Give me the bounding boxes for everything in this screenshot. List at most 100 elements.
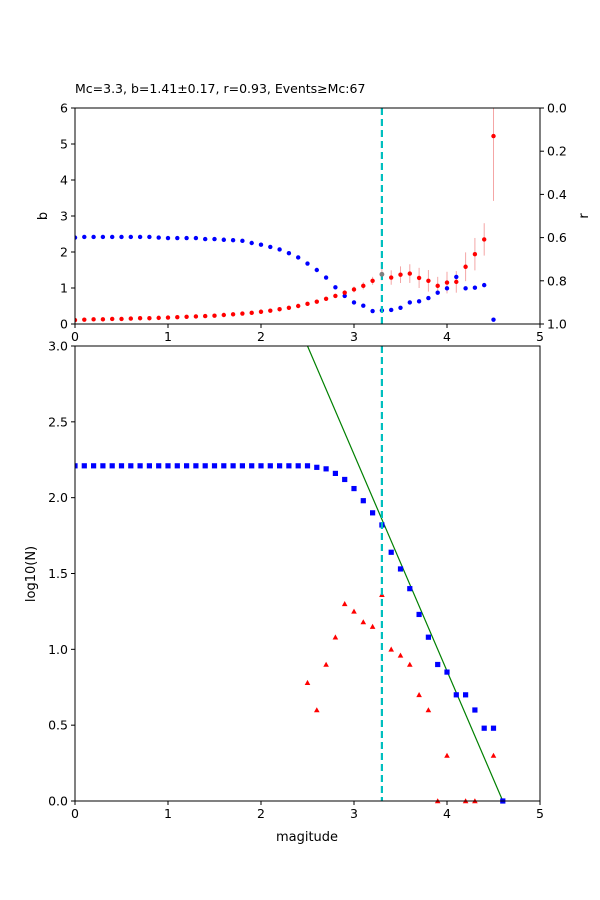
b-value-point: [137, 316, 143, 321]
b-value-point: [82, 317, 87, 322]
cumulative-point: [75, 463, 78, 469]
top-mc-marker: [379, 271, 385, 277]
b-value-point: [193, 314, 199, 319]
r-point: [165, 235, 171, 241]
b-value-point: [342, 290, 347, 295]
r-point: [351, 300, 357, 305]
bottom-xlabel: magitude: [276, 830, 338, 845]
b-value-point: [305, 301, 310, 307]
noncumulative-point: [490, 752, 497, 758]
cumulative-point: [156, 463, 162, 469]
r-point: [184, 235, 189, 241]
b-value-point: [435, 283, 440, 289]
b-value-point: [426, 278, 431, 283]
r-point: [203, 236, 208, 242]
top-xtick-label: 3: [350, 329, 358, 344]
r-point: [361, 303, 366, 308]
top-xtick-label: 1: [164, 329, 172, 344]
top-xtick-label: 2: [257, 329, 265, 344]
cumulative-point: [258, 463, 264, 469]
r-point: [342, 293, 347, 299]
r-point: [491, 317, 496, 322]
b-value-point: [221, 312, 226, 318]
noncumulative-point: [397, 652, 404, 658]
bottom-panel: log10(N) magitude 0 1 2 3 4 5 0.0 0.5 1.0 1.5 2.0 2…: [24, 339, 544, 846]
b-value-point: [482, 237, 487, 242]
b-value-point: [389, 275, 394, 280]
cumulative-point: [407, 586, 413, 592]
top-ytick-label: 0: [60, 317, 68, 332]
b-value-point: [333, 293, 338, 299]
cumulative-point: [81, 463, 87, 469]
noncumulative-point: [341, 601, 348, 607]
r-point: [314, 267, 319, 273]
b-value-point: [463, 264, 468, 269]
cumulative-point: [323, 466, 329, 472]
top-y2label: r: [577, 213, 592, 219]
cumulative-point: [91, 463, 97, 469]
noncumulative-point: [304, 679, 311, 685]
b-value-point: [203, 313, 208, 319]
r-point: [221, 237, 226, 242]
b-value-point: [351, 287, 357, 292]
cumulative-point: [221, 463, 227, 469]
top-xtick-label: 4: [443, 329, 451, 344]
cumulative-point: [463, 692, 469, 698]
top-y2tick-label: 0.4: [547, 187, 567, 202]
cumulative-point: [202, 463, 208, 469]
top-marks: [75, 108, 496, 323]
cumulative-point: [249, 463, 255, 469]
noncumulative-point: [369, 623, 376, 629]
top-ytick-label: 5: [60, 137, 68, 152]
r-point: [305, 261, 310, 266]
b-value-point: [472, 251, 478, 257]
b-value-point: [407, 271, 412, 276]
r-point: [119, 234, 124, 240]
b-value-point: [240, 311, 245, 316]
cumulative-point: [453, 692, 459, 698]
cumulative-point: [314, 464, 320, 470]
r-point: [416, 299, 422, 304]
b-value-point: [361, 283, 366, 289]
cumulative-point: [370, 510, 376, 516]
b-value-point: [212, 313, 217, 318]
bottom-frame: [74, 345, 541, 802]
cumulative-point: [211, 463, 218, 469]
bottom-xtick-label: 0: [71, 806, 79, 821]
bottom-ytick-label: 2.5: [48, 414, 68, 429]
r-point: [389, 307, 394, 313]
b-value-point: [444, 280, 450, 285]
cumulative-point: [397, 566, 404, 572]
r-point: [100, 234, 106, 240]
noncumulative-point: [416, 692, 422, 698]
top-y2tick-label: 0.0: [547, 101, 567, 116]
top-title: Mc=3.3, b=1.41±0.17, r=0.93, Events≥Mc:6…: [75, 81, 365, 96]
cumulative-point: [109, 463, 115, 469]
bottom-xtick-label: 1: [164, 806, 172, 821]
noncumulative-point: [332, 634, 339, 640]
r-point: [110, 234, 115, 240]
b-value-point: [296, 303, 301, 309]
top-y2tick-label: 1.0: [547, 317, 567, 332]
top-ytick-label: 3: [60, 209, 68, 224]
r-point: [323, 275, 329, 280]
cumulative-point: [425, 634, 431, 640]
cumulative-point: [137, 463, 143, 469]
b-value-point: [147, 316, 152, 321]
b-value-point: [454, 279, 459, 285]
r-point: [435, 290, 440, 295]
cumulative-point: [490, 725, 497, 731]
noncumulative-point: [323, 661, 329, 667]
r-point: [463, 286, 468, 291]
b-value-point: [398, 272, 403, 277]
top-frame: [74, 107, 541, 325]
b-value-point: [314, 299, 319, 304]
r-point: [240, 238, 245, 244]
b-value-point: [416, 275, 422, 281]
r-point: [277, 247, 282, 252]
b-value-point: [100, 317, 106, 322]
r-point: [175, 235, 180, 241]
top-ylabel: b: [36, 212, 51, 220]
noncumulative-point: [351, 608, 357, 614]
b-value-point: [156, 315, 161, 321]
